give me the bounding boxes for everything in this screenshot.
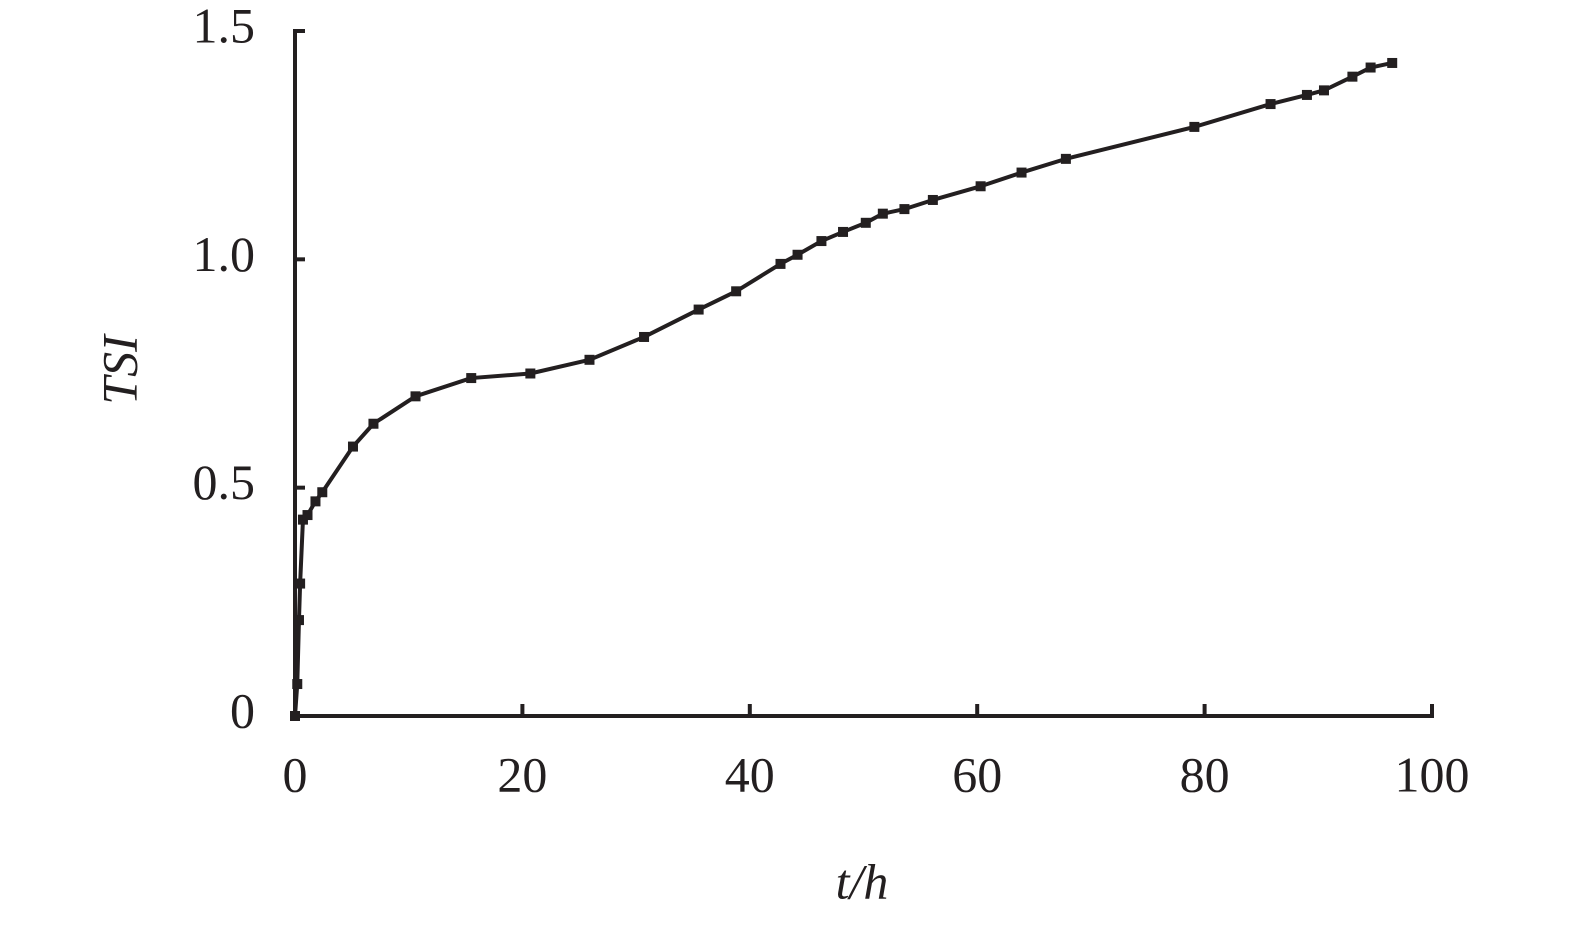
marker: [290, 711, 300, 721]
marker: [816, 236, 827, 247]
marker: [975, 181, 986, 192]
y-tick-label: 0.5: [193, 454, 256, 510]
marker: [525, 368, 536, 379]
marker: [410, 391, 421, 402]
marker: [466, 373, 477, 384]
marker: [310, 496, 321, 507]
marker: [1016, 167, 1027, 178]
marker: [1387, 57, 1398, 68]
marker: [1347, 71, 1358, 82]
marker: [792, 249, 803, 260]
marker: [838, 226, 849, 237]
y-axis-label: TSI: [91, 333, 147, 405]
x-tick-label: 80: [1180, 746, 1230, 802]
marker: [1365, 62, 1376, 73]
x-tick-label: 60: [952, 746, 1002, 802]
marker: [1189, 121, 1200, 132]
marker: [860, 217, 871, 228]
x-axis-label: t/h: [836, 853, 889, 909]
line: [293, 61, 1393, 717]
marker: [302, 510, 313, 521]
x-tick-label: 40: [725, 746, 775, 802]
marker: [1301, 89, 1312, 100]
x-tick-label: 100: [1395, 746, 1470, 802]
marker: [292, 679, 303, 690]
marker: [877, 208, 888, 219]
marker: [1060, 153, 1071, 164]
marker: [899, 204, 910, 215]
x-tick-label: 0: [283, 746, 308, 802]
x-tick-label: 20: [497, 746, 547, 802]
marker: [1318, 85, 1329, 96]
marker: [927, 194, 938, 205]
marker: [731, 286, 742, 297]
marker: [293, 615, 304, 626]
marker: [368, 418, 379, 429]
marker: [317, 487, 328, 498]
marker: [1265, 99, 1276, 110]
marker: [693, 304, 704, 315]
y-tick-label: 1.0: [193, 226, 256, 282]
marker: [775, 258, 786, 269]
marker: [639, 331, 650, 342]
marker: [295, 578, 306, 589]
y-tick-label: 0: [230, 682, 255, 738]
y-tick-label: 1.5: [193, 0, 256, 53]
marker: [584, 354, 595, 365]
marker: [347, 441, 358, 452]
